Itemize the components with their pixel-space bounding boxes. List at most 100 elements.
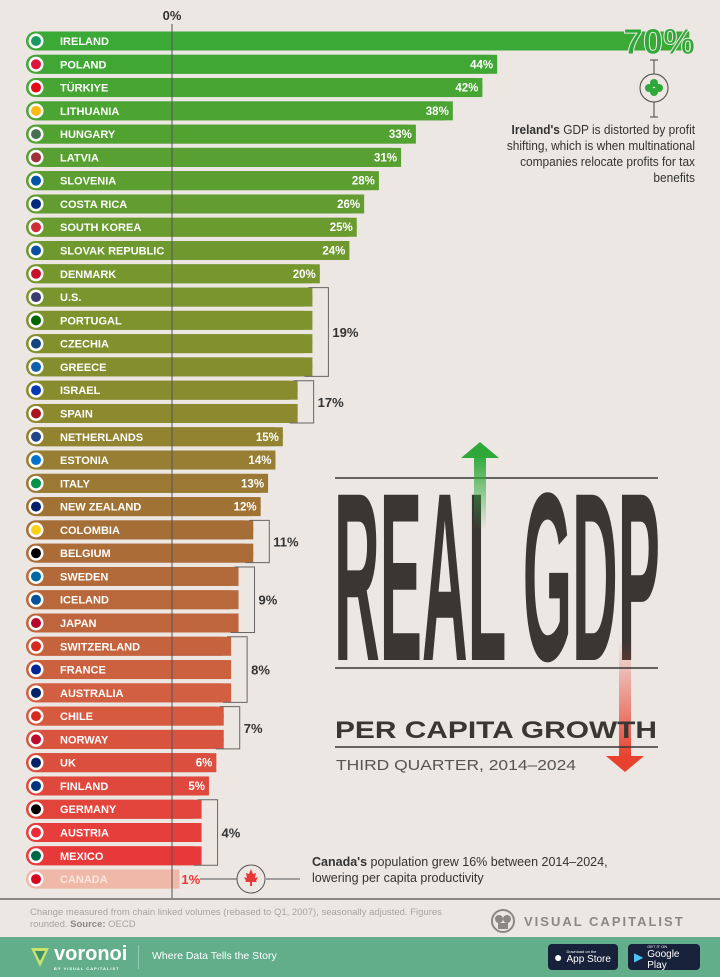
app-store-button[interactable]: ● Download on the App Store [548,944,618,970]
country-label: CHILE [60,711,93,723]
group-bracket [223,636,248,703]
country-label: ITALY [60,478,91,490]
country-label: LATVIA [60,152,99,164]
country-label: GREECE [60,362,106,374]
flag-icon-fill [31,501,41,512]
country-label: MEXICO [60,851,104,863]
visual-capitalist-logo[interactable]: VISUAL CAPITALIST [490,908,685,934]
country-label: NETHERLANDS [60,432,143,444]
flag-icon-fill [31,757,41,768]
group-value-label: 9% [259,593,278,608]
bar-body [36,869,180,889]
bar-body [36,846,202,866]
country-label: HUNGARY [60,129,116,141]
voronoi-logo[interactable]: voronoi BY VISUAL CAPITALIST [30,943,127,971]
source-note: Change measured from chain linked volume… [30,907,470,931]
group-value-label: 7% [244,721,263,736]
group-value-label: 4% [222,826,241,841]
country-label: DENMARK [60,269,116,281]
group-bracket [230,566,256,633]
bar-body [36,683,232,703]
flag-icon-fill [31,548,41,559]
bar-body [36,473,269,493]
bar-body [36,147,402,167]
flag-icon-fill [31,268,41,279]
gdp-bar-chart: IRELAND 70% POLAND 44% TÜRKIYE 42% LITHUANIA 38… [0,8,720,900]
country-label: COLOMBIA [60,525,120,537]
value-label: 38% [426,106,449,118]
bar-body [36,590,239,610]
flag-icon-fill [31,804,41,815]
value-label: 31% [374,152,397,164]
bar-body [36,264,320,284]
bar-body [36,753,217,773]
chart-period: THIRD QUARTER, 2014–2024 [336,757,576,774]
flag-icon-fill [31,641,41,652]
value-label: 33% [389,129,412,141]
country-label: NORWAY [60,734,109,746]
bar-body [36,78,483,98]
arrow-up-icon [474,455,486,530]
flag-icon-fill [31,850,41,861]
group-bracket [245,519,270,564]
bar-body [36,101,453,121]
bar-body [36,403,298,423]
group-value-label: 11% [273,535,299,550]
bar-body [36,31,690,51]
shamrock-icon [645,79,663,96]
maple-leaf-icon [244,869,258,886]
country-label: SWITZERLAND [60,641,140,653]
flag-icon-fill [31,571,41,582]
bar-body [36,194,365,214]
value-label: 13% [241,478,264,490]
value-label: 1% [181,872,200,887]
shamrock-callout [639,59,669,118]
google-play-label: Google Play [647,948,680,971]
group-bracket [193,799,219,866]
bar-body [36,310,313,330]
google-play-icon: ▶ [634,950,644,964]
country-label: UK [60,758,76,770]
country-label: BELGIUM [60,548,111,560]
country-label: PORTUGAL [60,315,122,327]
visual-capitalist-icon [491,909,515,933]
value-label: 6% [196,758,213,770]
bar-body [36,380,298,400]
country-label: ISRAEL [60,385,101,397]
flag-icon-fill [31,431,41,442]
bar-body [36,729,224,749]
app-store-label: App Store [566,954,611,965]
bar-body [36,334,313,354]
bar-body [36,566,239,586]
value-label: 20% [293,269,316,281]
value-label: 44% [470,59,493,71]
value-label: 12% [234,502,257,514]
country-label: SLOVAK REPUBLIC [60,246,164,258]
voronoi-subtitle: BY VISUAL CAPITALIST [54,966,120,971]
flag-icon-fill [31,338,41,349]
country-label: SPAIN [60,408,93,420]
flag-icon-fill [31,664,41,675]
canada-annotation-bold: Canada's [312,855,368,869]
zero-axis-label: 0% [163,8,182,23]
group-bracket [215,706,241,750]
value-label: 28% [352,176,375,188]
flag-icon-fill [31,874,41,885]
flag-icon-fill [31,361,41,372]
google-play-button[interactable]: ▶ GET IT ON Google Play [628,944,700,971]
country-label: LITHUANIA [60,106,119,118]
value-label: 24% [322,246,345,258]
value-label: 14% [248,455,271,467]
flag-icon-fill [31,478,41,489]
bar-body [36,427,283,447]
value-label: 70% [623,21,695,62]
country-label: JAPAN [60,618,97,630]
flag-icon-fill [31,129,41,140]
bar-body [36,776,209,796]
country-label: SOUTH KOREA [60,222,141,234]
flag-icon-fill [31,711,41,722]
group-bracket [289,380,315,424]
flag-icon-fill [31,315,41,326]
maple-callout [200,864,300,894]
group-value-label: 17% [318,395,344,410]
